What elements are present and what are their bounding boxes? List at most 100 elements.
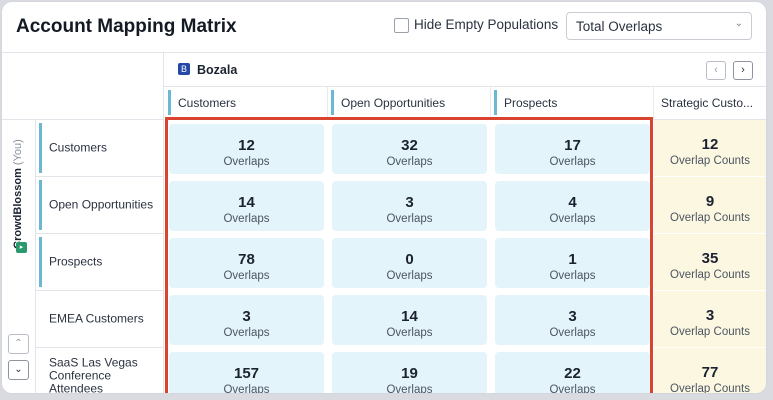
overlap-count: 35: [701, 250, 719, 267]
overlap-count: 19: [401, 365, 418, 382]
overlap-unit: Overlaps: [223, 384, 270, 393]
overlap-cell[interactable]: 19 Overlaps: [332, 352, 487, 393]
column-accent-bar: [331, 90, 334, 115]
partner-name: Bozala: [197, 63, 238, 77]
overlap-cell[interactable]: 12 Overlaps: [169, 124, 324, 174]
you-label: CrowdBlossom (You) ▸: [5, 126, 31, 262]
overlap-unit: Overlaps: [549, 213, 596, 225]
you-side-panel: CrowdBlossom (You) ▸ ⌃ ⌄: [2, 120, 36, 393]
chevron-down-icon: ⌄: [734, 18, 743, 29]
hide-empty-label[interactable]: Hide Empty Populations: [414, 17, 559, 32]
metric-select[interactable]: Total Overlaps ⌄: [566, 12, 752, 40]
overlap-count: 77: [701, 364, 719, 381]
row-header[interactable]: SaaS Las Vegas Conference Attendees: [36, 348, 164, 393]
overlap-unit: Overlap Counts: [670, 269, 750, 281]
overlap-cell[interactable]: 3 Overlap Counts: [654, 291, 766, 347]
scroll-up-button[interactable]: ⌃: [8, 334, 29, 354]
column-accent-bar: [168, 90, 171, 115]
overlap-count: 157: [233, 365, 260, 382]
overlap-unit: Overlaps: [223, 156, 270, 168]
overlap-count: 4: [568, 194, 577, 211]
row-header-label: SaaS Las Vegas Conference Attendees: [49, 355, 138, 393]
row-header-label: Customers: [49, 140, 108, 155]
overlap-cell[interactable]: 4 Overlaps: [495, 181, 650, 231]
overlap-unit: Overlap Counts: [670, 326, 750, 338]
overlap-cell[interactable]: 22 Overlaps: [495, 352, 650, 393]
overlap-count: 3: [705, 307, 715, 324]
overlap-unit: Overlaps: [223, 213, 270, 225]
column-header[interactable]: Open Opportunities: [328, 87, 491, 120]
overlap-cell[interactable]: 3 Overlaps: [169, 295, 324, 345]
row-header[interactable]: Customers: [36, 120, 164, 177]
you-logo-icon: ▸: [16, 242, 27, 253]
scroll-down-button[interactable]: ⌄: [8, 360, 29, 380]
overlap-unit: Overlaps: [386, 384, 433, 393]
overlap-unit: Overlaps: [549, 270, 596, 282]
overlap-unit: Overlaps: [223, 270, 270, 282]
overlap-cell[interactable]: 32 Overlaps: [332, 124, 487, 174]
overlap-cell[interactable]: 0 Overlaps: [332, 238, 487, 288]
overlap-cell[interactable]: 157 Overlaps: [169, 352, 324, 393]
overlap-unit: Overlaps: [386, 156, 433, 168]
overlap-count: 12: [238, 137, 255, 154]
overlap-unit: Overlaps: [386, 327, 433, 339]
column-header-label: Prospects: [504, 96, 558, 110]
overlap-count: 3: [242, 308, 251, 325]
overlap-cell[interactable]: 3 Overlaps: [332, 181, 487, 231]
overlap-cell[interactable]: 12 Overlap Counts: [654, 120, 766, 176]
you-name: CrowdBlossom: [12, 168, 24, 249]
column-header[interactable]: Prospects: [491, 87, 654, 120]
overlap-cell[interactable]: 35 Overlap Counts: [654, 234, 766, 290]
overlap-unit: Overlaps: [549, 156, 596, 168]
overlap-count: 32: [401, 137, 418, 154]
overlap-unit: Overlaps: [386, 270, 433, 282]
column-header[interactable]: Strategic Custo...: [654, 87, 766, 120]
overlap-count: 3: [568, 308, 577, 325]
row-header-label: Prospects: [49, 254, 103, 269]
overlap-unit: Overlaps: [386, 213, 433, 225]
overlap-cell[interactable]: 14 Overlaps: [332, 295, 487, 345]
row-header-label: Open Opportunities: [49, 197, 154, 212]
row-accent-bar: [39, 180, 42, 230]
overlap-cell[interactable]: 77 Overlap Counts: [654, 348, 766, 393]
column-header[interactable]: Customers: [165, 87, 328, 120]
matrix-card: Account Mapping Matrix Hide Empty Popula…: [2, 2, 766, 393]
overlap-cell[interactable]: 9 Overlap Counts: [654, 177, 766, 233]
overlap-cell[interactable]: 78 Overlaps: [169, 238, 324, 288]
overlap-cell[interactable]: 3 Overlaps: [495, 295, 650, 345]
metric-select-value: Total Overlaps: [576, 19, 663, 34]
overlap-count: 14: [401, 308, 418, 325]
page-title: Account Mapping Matrix: [16, 16, 237, 37]
row-header[interactable]: Prospects: [36, 234, 164, 291]
column-header-label: Open Opportunities: [341, 96, 446, 110]
overlap-count: 1: [568, 251, 577, 268]
column-header-label: Strategic Custo...: [661, 96, 754, 110]
overlap-count: 12: [701, 136, 719, 153]
row-accent-bar: [39, 123, 42, 173]
row-header-label: EMEA Customers: [49, 311, 144, 326]
overlap-count: 22: [564, 365, 581, 382]
partner-bar: B Bozala ‹ ›: [164, 53, 766, 87]
overlap-unit: Overlaps: [549, 327, 596, 339]
overlap-unit: Overlaps: [223, 327, 270, 339]
overlap-cell[interactable]: 17 Overlaps: [495, 124, 650, 174]
overlap-count: 3: [405, 194, 414, 211]
next-column-button[interactable]: ›: [733, 61, 753, 80]
overlap-cell[interactable]: 14 Overlaps: [169, 181, 324, 231]
overlap-count: 9: [705, 193, 715, 210]
hide-empty-checkbox[interactable]: [394, 18, 409, 33]
row-header[interactable]: Open Opportunities: [36, 177, 164, 234]
column-accent-bar: [494, 90, 497, 115]
row-accent-bar: [39, 237, 42, 287]
row-header[interactable]: EMEA Customers: [36, 291, 164, 348]
overlap-unit: Overlap Counts: [670, 212, 750, 224]
prev-column-button[interactable]: ‹: [706, 61, 726, 80]
matrix-header: Account Mapping Matrix Hide Empty Popula…: [2, 2, 766, 53]
overlap-count: 17: [564, 137, 581, 154]
overlap-count: 78: [238, 251, 255, 268]
overlap-unit: Overlap Counts: [670, 383, 750, 393]
you-tag: (You): [12, 139, 24, 166]
overlap-cell[interactable]: 1 Overlaps: [495, 238, 650, 288]
overlap-count: 14: [238, 194, 255, 211]
overlap-unit: Overlap Counts: [670, 155, 750, 167]
